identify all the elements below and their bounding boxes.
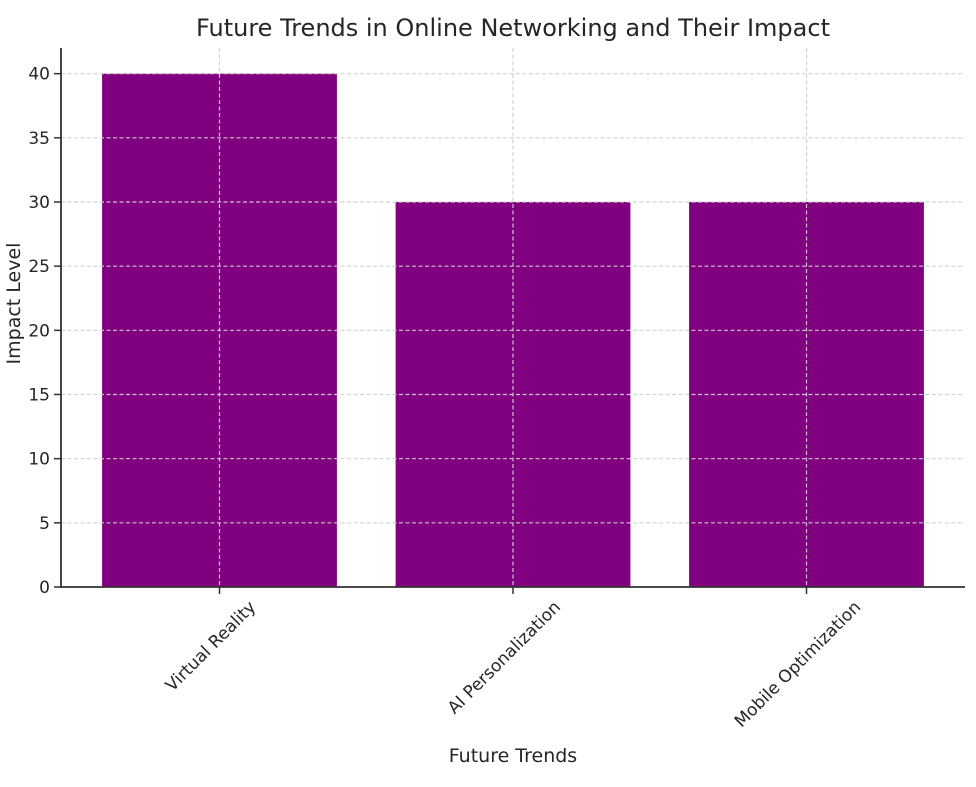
y-tick-label-10: 10 [28,450,50,470]
x-tick-label-mobile-optimization: Mobile Optimization [731,597,865,731]
y-tick-label-15: 15 [28,385,50,405]
x-axis-label: Future Trends [449,745,577,767]
y-tick-label-20: 20 [28,321,50,341]
gridlines [61,48,965,587]
y-tick-label-30: 30 [28,193,50,213]
y-axis-label: Impact Level [3,243,25,365]
y-axis-ticks: 0 5 10 15 20 25 30 35 40 [28,65,61,598]
x-axis-ticks: Virtual Reality AI Personalization Mobile … [162,587,865,732]
chart-title: Future Trends in Online Networking and T… [196,14,830,42]
y-tick-label-0: 0 [39,578,50,598]
y-tick-label-5: 5 [39,514,50,534]
y-tick-label-40: 40 [28,65,50,85]
x-tick-label-ai-personalization: AI Personalization [444,597,565,718]
y-tick-label-25: 25 [28,257,50,277]
x-tick-label-virtual-reality: Virtual Reality [162,597,260,695]
y-tick-label-35: 35 [28,129,50,149]
